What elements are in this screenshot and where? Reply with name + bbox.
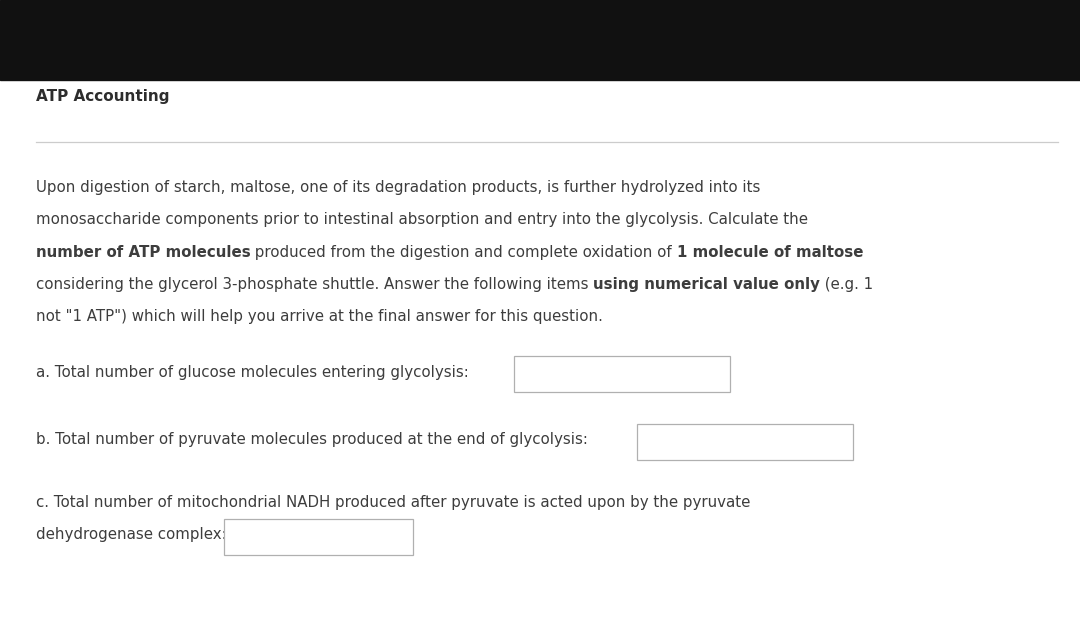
- Text: c. Total number of mitochondrial NADH produced after pyruvate is acted upon by t: c. Total number of mitochondrial NADH pr…: [36, 495, 750, 510]
- Text: number of ATP molecules: number of ATP molecules: [36, 245, 251, 260]
- Text: a. Total number of glucose molecules entering glycolysis:: a. Total number of glucose molecules ent…: [36, 365, 469, 380]
- FancyBboxPatch shape: [637, 424, 853, 460]
- Text: considering the glycerol 3-phosphate shuttle. Answer the following items: considering the glycerol 3-phosphate shu…: [36, 277, 593, 292]
- Text: ATP Accounting: ATP Accounting: [36, 89, 170, 104]
- FancyBboxPatch shape: [514, 356, 730, 392]
- Bar: [0, 0, 1080, 80]
- Text: (e.g. 1: (e.g. 1: [820, 277, 873, 292]
- Text: b. Total number of pyruvate molecules produced at the end of glycolysis:: b. Total number of pyruvate molecules pr…: [36, 432, 588, 447]
- Text: using numerical value only: using numerical value only: [593, 277, 820, 292]
- Text: dehydrogenase complex:: dehydrogenase complex:: [36, 527, 227, 542]
- Text: 1 molecule of maltose: 1 molecule of maltose: [677, 245, 863, 260]
- FancyBboxPatch shape: [224, 519, 413, 555]
- Text: monosaccharide components prior to intestinal absorption and entry into the glyc: monosaccharide components prior to intes…: [36, 212, 808, 227]
- Text: Upon digestion of starch, maltose, one of its degradation products, is further h: Upon digestion of starch, maltose, one o…: [36, 180, 760, 195]
- Text: produced from the digestion and complete oxidation of: produced from the digestion and complete…: [251, 245, 677, 260]
- Text: not "1 ATP") which will help you arrive at the final answer for this question.: not "1 ATP") which will help you arrive …: [36, 310, 603, 324]
